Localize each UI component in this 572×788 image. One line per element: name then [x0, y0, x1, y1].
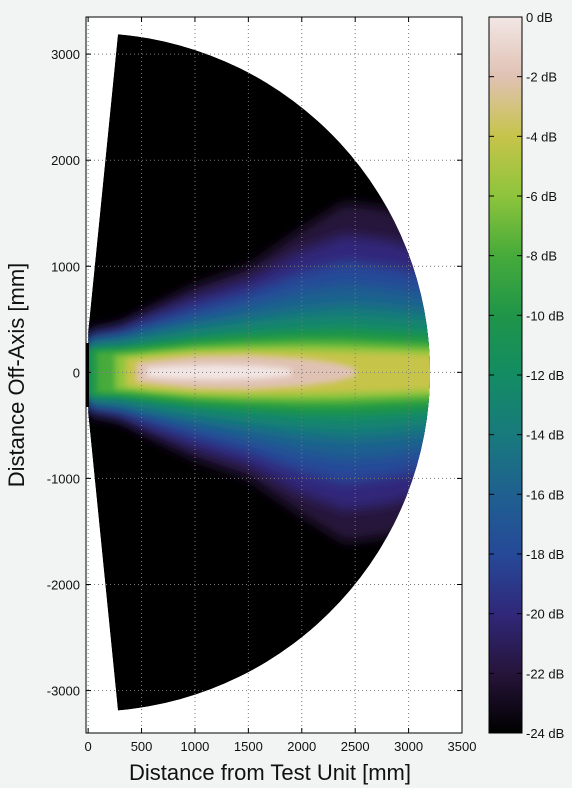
- y-tick-label: -3000: [47, 684, 80, 699]
- colorbar: [488, 16, 523, 734]
- y-tick-label: 1000: [51, 259, 80, 274]
- y-tick-label: 0: [73, 365, 80, 380]
- plot-frame: [85, 16, 463, 734]
- colorbar-tick-label: -14 dB: [526, 428, 564, 443]
- y-tick-label: -2000: [47, 577, 80, 592]
- y-tick-label: 3000: [51, 47, 80, 62]
- x-tick-label: 2500: [341, 739, 370, 754]
- x-tick-label: 0: [85, 739, 92, 754]
- colorbar-tick-label: -4 dB: [526, 129, 557, 144]
- colorbar-tick-label: -12 dB: [526, 368, 564, 383]
- y-axis-label: Distance Off-Axis [mm]: [4, 263, 29, 488]
- colorbar-tick-label: -24 dB: [526, 726, 564, 741]
- colorbar-tick-label: -20 dB: [526, 607, 564, 622]
- x-tick-label: 1500: [234, 739, 263, 754]
- x-tick-label: 1000: [180, 739, 209, 754]
- test-unit-marker: [86, 343, 89, 407]
- colorbar-tick-label: 0 dB: [526, 10, 553, 25]
- colorbar-tick-label: -2 dB: [526, 70, 557, 85]
- colorbar-tick-label: -22 dB: [526, 666, 564, 681]
- x-tick-label: 2000: [287, 739, 316, 754]
- y-tick-label: -1000: [47, 471, 80, 486]
- colorbar-tick-label: -6 dB: [526, 189, 557, 204]
- colorbar-tick-label: -8 dB: [526, 249, 557, 264]
- colorbar-tick-label: -18 dB: [526, 547, 564, 562]
- x-tick-label: 3500: [448, 739, 477, 754]
- y-tick-label: 2000: [51, 153, 80, 168]
- colorbar-tick-label: -16 dB: [526, 487, 564, 502]
- x-axis-label: Distance from Test Unit [mm]: [129, 760, 411, 785]
- x-tick-label: 500: [131, 739, 153, 754]
- colorbar-ticks: 0 dB -2 dB -4 dB -6 dB -8 dB -10 dB -12 dB -14 …: [489, 10, 564, 741]
- y-axis: 3000 2000 1000 0 -1000 -2000 -3000: [47, 47, 462, 699]
- colorbar-tick-label: -10 dB: [526, 308, 564, 323]
- x-tick-label: 3000: [394, 739, 423, 754]
- x-axis: 0 500 1000 1500 2000 2500 3000 3500: [85, 17, 477, 754]
- heatmap-field: [88, 34, 430, 711]
